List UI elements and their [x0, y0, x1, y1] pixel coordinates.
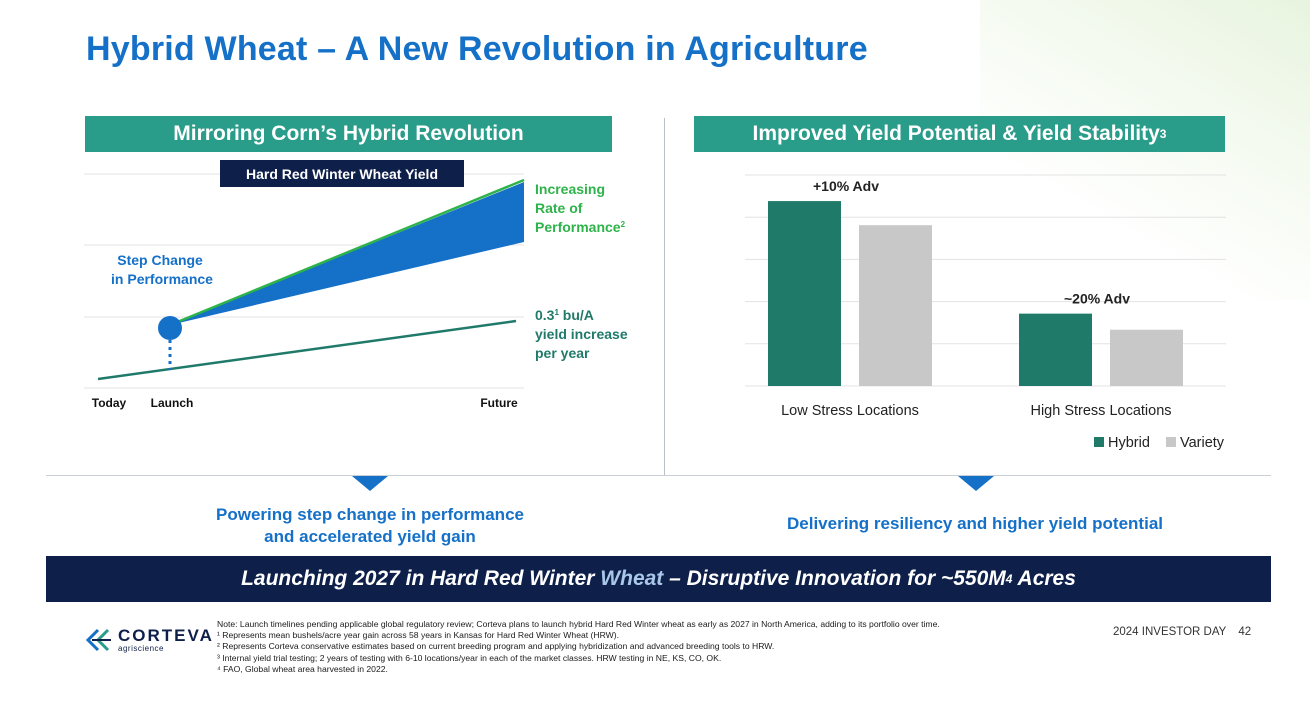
banner-highlight: Wheat	[600, 567, 664, 590]
baseline-line1-post: bu/A	[559, 307, 594, 323]
legend-swatch-hybrid	[1094, 437, 1104, 447]
footnote-1: ¹ Represents mean bushels/acre year gain…	[217, 630, 620, 641]
launch-banner: Launching 2027 in Hard Red Winter Wheat …	[46, 556, 1271, 602]
baseline-yield-line	[97, 319, 517, 381]
logo-sub: agriscience	[118, 644, 164, 653]
chart-title-box	[220, 160, 464, 187]
advantage-annotation: +10% Adv	[813, 178, 879, 194]
footnote-2: ² Represents Corteva conservative estima…	[217, 641, 775, 652]
banner-footnote: 4	[1005, 572, 1013, 586]
banner-part1: Launching 2027 in Hard Red Winter	[241, 567, 601, 590]
increasing-line3: Performance	[535, 219, 621, 235]
increasing-rate-label: Increasing Rate of Performance2	[535, 181, 626, 235]
banner-part2: – Disruptive Innovation for ~550M	[663, 567, 1006, 590]
hybrid-upper-line	[169, 178, 525, 327]
advantage-annotation: ~20% Adv	[1064, 291, 1130, 307]
yield-bar-chart: Low Stress Locations +10% Adv High Stress …	[745, 174, 1226, 451]
x-tick-today: Today	[92, 396, 127, 410]
baseline-line2: yield increase	[535, 326, 628, 342]
category-label: Low Stress Locations	[781, 403, 919, 419]
yield-trajectory-diagram: Hard Red Winter Wheat Yield Step Change …	[84, 160, 632, 410]
bar-variety-0	[859, 225, 932, 386]
right-panel-header: Improved Yield Potential & Yield Stabili…	[694, 116, 1225, 152]
corteva-logo-mark-icon	[85, 628, 111, 652]
launch-point	[158, 316, 182, 340]
logo-name: CORTEVA	[118, 626, 214, 645]
left-arrow-marker	[352, 476, 388, 491]
panel-divider	[664, 118, 665, 476]
banner-part3: Acres	[1012, 567, 1076, 590]
bar-hybrid-0	[768, 201, 841, 386]
left-takeaway: Powering step change in performance and …	[180, 504, 560, 548]
baseline-line3: per year	[535, 345, 590, 361]
legend-swatch-variety	[1166, 437, 1176, 447]
event-label: 2024 INVESTOR DAY	[1113, 626, 1227, 638]
increasing-line1: Increasing	[535, 181, 605, 197]
increasing-footnote: 2	[621, 220, 626, 229]
baseline-label: 0.31 bu/A yield increase per year	[535, 307, 632, 361]
left-panel-header: Mirroring Corn’s Hybrid Revolution	[85, 116, 612, 152]
legend-label-hybrid: Hybrid	[1108, 435, 1150, 451]
left-takeaway-line1: Powering step change in performance	[216, 505, 524, 524]
left-takeaway-line2: and accelerated yield gain	[264, 527, 476, 546]
footnote-0: Note: Launch timelines pending applicabl…	[217, 619, 940, 629]
left-panel-header-text: Mirroring Corn’s Hybrid Revolution	[173, 122, 524, 145]
page-number: 42	[1238, 626, 1252, 638]
section-divider	[46, 475, 1271, 476]
footnote-4: ⁴ FAO, Global wheat area harvested in 20…	[217, 663, 388, 674]
baseline-footnote: 1	[554, 308, 559, 317]
legend-label-variety: Variety	[1180, 435, 1225, 451]
step-change-line2: in Performance	[111, 271, 213, 287]
step-change-line1: Step Change	[117, 252, 203, 268]
increasing-line2: Rate of	[535, 200, 583, 216]
chart-title: Hard Red Winter Wheat Yield	[246, 166, 438, 182]
page-title: Hybrid Wheat – A New Revolution in Agric…	[86, 30, 868, 68]
right-panel-header-text: Improved Yield Potential & Yield Stabili…	[752, 122, 1160, 145]
footnote-3: ³ Internal yield trial testing; 2 years …	[217, 652, 722, 663]
x-tick-launch: Launch	[151, 396, 194, 410]
right-panel-header-footnote: 3	[1159, 127, 1167, 141]
footnotes: Note: Launch timelines pending applicabl…	[217, 619, 1117, 675]
baseline-line1-pre: 0.3	[535, 307, 555, 323]
footer-meta: 2024 INVESTOR DAY 42	[1113, 626, 1251, 638]
x-tick-future: Future	[480, 396, 518, 410]
step-change-label: Step Change in Performance	[111, 252, 213, 287]
right-takeaway: Delivering resiliency and higher yield p…	[787, 514, 1163, 533]
category-label: High Stress Locations	[1030, 403, 1171, 419]
bar-variety-1	[1110, 329, 1183, 386]
corteva-logo: CORTEVA agriscience	[84, 627, 214, 653]
right-arrow-marker	[958, 476, 994, 491]
bar-hybrid-1	[1019, 313, 1092, 386]
